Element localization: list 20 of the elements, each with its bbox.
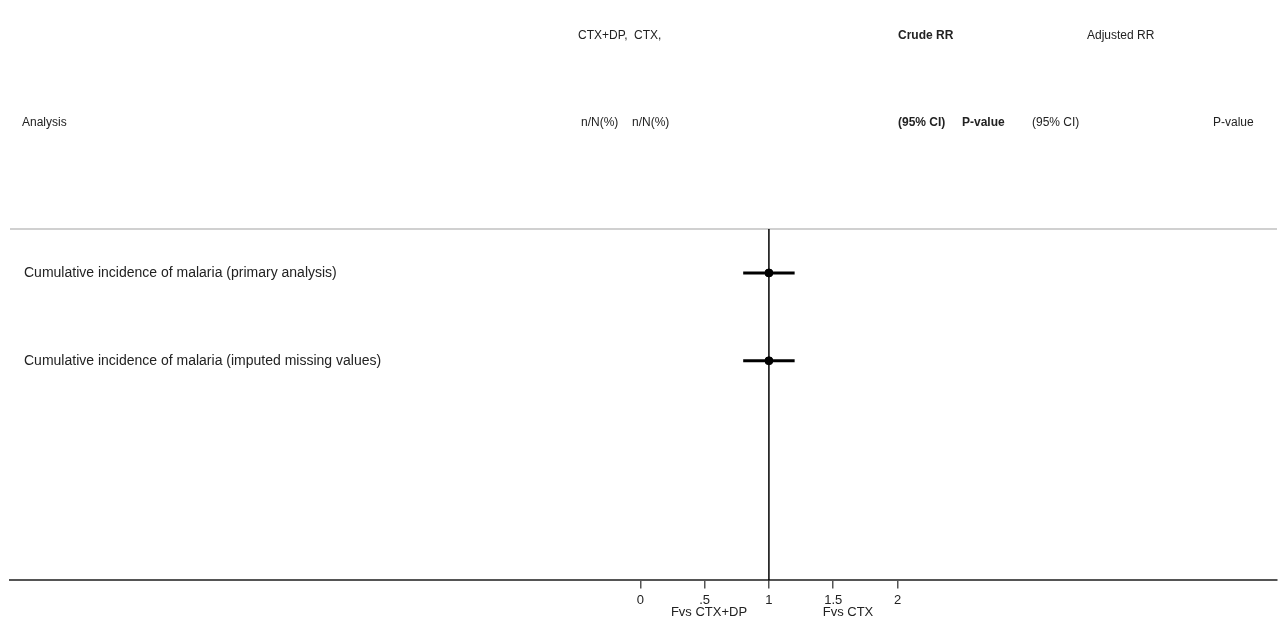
text: n/N(%) [632,115,670,129]
y-tick-label: Cumulative incidence of malaria (imputed missing values) [24,351,382,368]
x-tick-label: .5 [699,591,711,607]
text: Fvs CTX [822,604,874,619]
text: Adjusted RR [1087,28,1155,42]
x-tick-label: 2 [893,591,902,607]
x-tick-label: 0 [636,591,644,607]
text: (95% CI) [898,115,946,129]
text: P-value [1213,115,1254,129]
text: Crude RR [898,28,954,42]
text: CTX, [634,28,662,42]
text: Fvs CTX+DP [670,604,748,619]
text: n/N(%) [581,115,619,129]
text: (95% CI) [1032,115,1080,129]
text: P-value [962,115,1005,129]
text: Analysis [22,115,67,129]
x-tick-label: 1.5 [824,591,843,607]
text: CTX+DP, [578,28,628,42]
y-tick-label: Cumulative incidence of malaria (primary analysis) [24,263,337,280]
x-tick-label: 1 [765,591,773,607]
